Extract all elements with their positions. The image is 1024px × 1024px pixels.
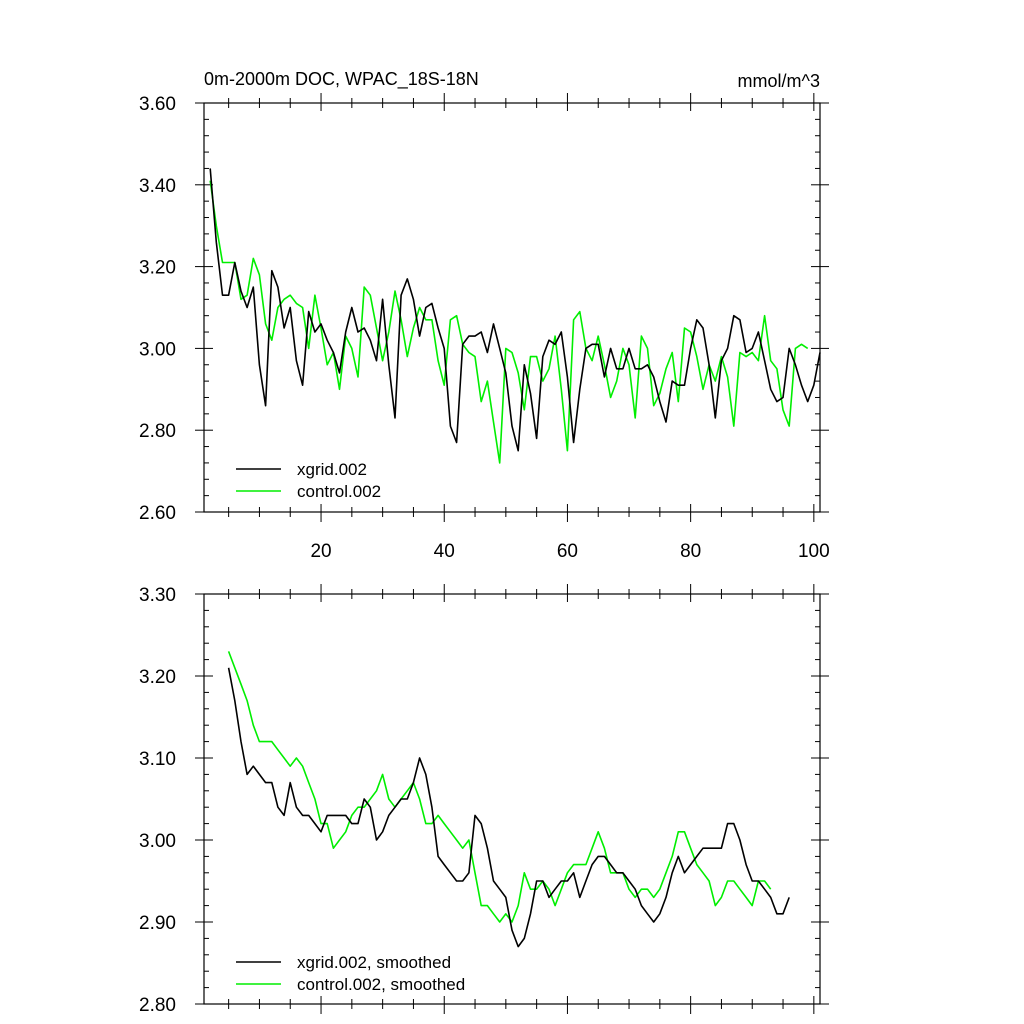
y-tick-label: 3.60 bbox=[139, 94, 176, 115]
bottom-y-tick-labels: 2.80 2.90 3.00 3.10 3.20 3.30 bbox=[139, 585, 176, 1016]
x-tick-label: 60 bbox=[557, 541, 578, 562]
top-units-label: mmol/m^3 bbox=[738, 71, 820, 91]
y-tick-label: 3.00 bbox=[139, 339, 176, 360]
x-tick-label: 20 bbox=[310, 541, 331, 562]
top-plot-frame bbox=[203, 102, 821, 513]
top-series-line-control bbox=[209, 180, 809, 464]
y-tick-label: 2.60 bbox=[139, 503, 176, 524]
top-ticks bbox=[195, 93, 829, 522]
top-chart-title: 0m-2000m DOC, WPAC_18S-18N bbox=[204, 69, 479, 90]
top-x-tick-labels: 20 40 60 80 100 bbox=[310, 541, 829, 562]
x-tick-label: 100 bbox=[798, 541, 830, 562]
top-legend: xgrid.002 control.002 bbox=[236, 460, 381, 501]
bottom-legend: xgrid.002, smoothed control.002, smoothe… bbox=[236, 953, 465, 994]
y-tick-label: 3.00 bbox=[139, 831, 176, 852]
y-tick-label: 3.20 bbox=[139, 667, 176, 688]
y-tick-label: 2.80 bbox=[139, 421, 176, 442]
top-series bbox=[209, 168, 821, 464]
top-panel: 0m-2000m DOC, WPAC_18S-18N mmol/m^3 2.60… bbox=[139, 69, 830, 562]
bottom-ticks bbox=[195, 584, 829, 1014]
y-tick-label: 3.10 bbox=[139, 749, 176, 770]
bottom-series-line-xgrid bbox=[227, 667, 790, 948]
y-tick-label: 2.80 bbox=[139, 995, 176, 1016]
bottom-series-line-control bbox=[227, 651, 772, 923]
top-legend-label-xgrid: xgrid.002 bbox=[297, 460, 367, 479]
bottom-panel: 2.80 2.90 3.00 3.10 3.20 3.30 xgrid.002, smoo… bbox=[139, 584, 829, 1016]
bottom-legend-label-control: control.002, smoothed bbox=[297, 975, 465, 994]
y-tick-label: 3.30 bbox=[139, 585, 176, 606]
bottom-series bbox=[227, 651, 790, 948]
y-tick-label: 3.40 bbox=[139, 176, 176, 197]
x-tick-label: 40 bbox=[434, 541, 455, 562]
y-tick-label: 3.20 bbox=[139, 258, 176, 279]
top-series-line-xgrid bbox=[209, 168, 821, 452]
x-tick-label: 80 bbox=[680, 541, 701, 562]
bottom-plot-frame bbox=[203, 593, 821, 1005]
y-tick-label: 2.90 bbox=[139, 913, 176, 934]
top-y-tick-labels: 2.60 2.80 3.00 3.20 3.40 3.60 bbox=[139, 94, 176, 524]
top-legend-label-control: control.002 bbox=[297, 482, 381, 501]
bottom-legend-label-xgrid: xgrid.002, smoothed bbox=[297, 953, 451, 972]
